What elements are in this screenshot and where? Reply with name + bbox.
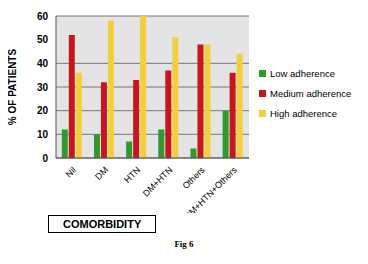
svg-text:40: 40 — [37, 58, 49, 69]
html-text:Low adherence: Low adherence — [270, 68, 335, 79]
html-text:Medium adherence: Medium adherence — [270, 88, 352, 99]
svg-text:Others: Others — [181, 165, 208, 192]
svg-text:DM+HTN+Others: DM+HTN+Others — [182, 165, 239, 213]
svg-text:50: 50 — [37, 34, 49, 45]
svg-text:Nil: Nil — [64, 165, 78, 179]
svg-text:% OF PATIENTS: % OF PATIENTS — [8, 49, 18, 126]
html-text:COMORBIDITY: COMORBIDITY — [63, 218, 142, 230]
html-text:High adherence: High adherence — [270, 108, 338, 119]
svg-text:0: 0 — [42, 153, 48, 164]
svg-text:20: 20 — [37, 105, 49, 116]
svg-text:DM: DM — [93, 165, 110, 182]
svg-text:10: 10 — [37, 129, 49, 140]
svg-text:30: 30 — [37, 82, 49, 93]
html-text:Fig 6: Fig 6 — [174, 239, 194, 249]
svg-text:DM+HTN: DM+HTN — [141, 165, 175, 199]
svg-text:60: 60 — [37, 11, 49, 22]
svg-text:HTN: HTN — [122, 165, 142, 185]
